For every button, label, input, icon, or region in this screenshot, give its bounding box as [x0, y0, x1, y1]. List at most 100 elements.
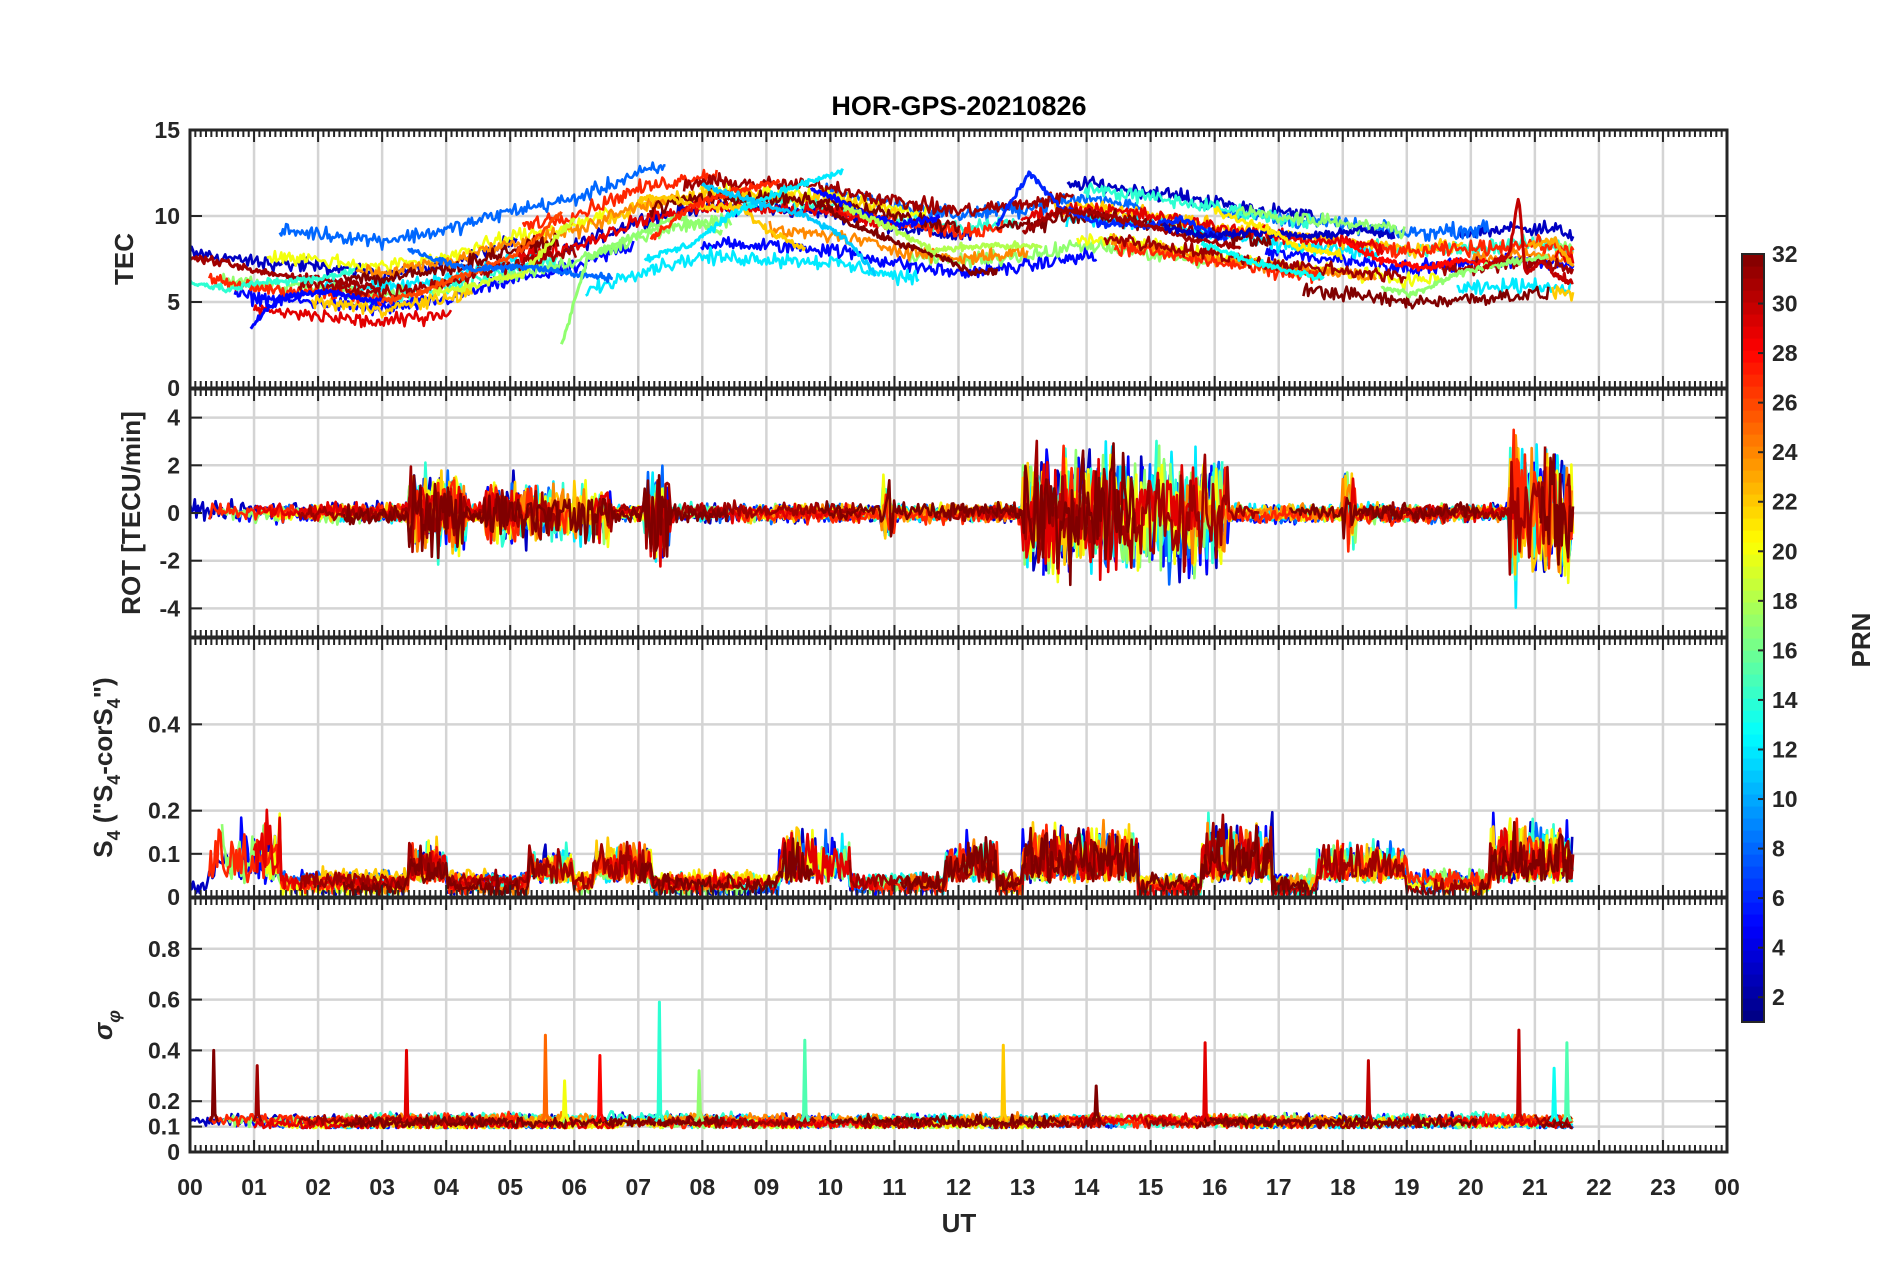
colorbar-swatch — [1742, 254, 1764, 267]
colorbar-swatch — [1742, 902, 1764, 915]
colorbar-tick-15: 32 — [1772, 241, 1798, 267]
panel-tec-series-15-prn-31 — [1021, 206, 1242, 250]
panel-tec-series-10-prn-11 — [701, 182, 877, 277]
panel-s4-series-prn-32 — [342, 844, 536, 897]
panel-tec-series-2-prn-14 — [190, 267, 356, 294]
panel-sigma-spike-7 — [693, 1069, 705, 1123]
panel-tec-series-prn-32 — [1302, 282, 1550, 310]
panel-rot-ytick-4: 4 — [167, 405, 180, 431]
colorbar-swatch — [1742, 494, 1764, 507]
panel-tec-series-20-prn-17 — [1380, 253, 1550, 299]
panel-tec-series-prn-3 — [190, 235, 518, 282]
x-tick-5: 05 — [497, 1174, 523, 1200]
panel-tec-series-22-prn-23 — [1527, 236, 1575, 268]
x-tick-24: 00 — [1714, 1174, 1740, 1200]
panel-sigma-series-prn-32 — [342, 1114, 725, 1130]
panel-tec-series-prn-17 — [1235, 204, 1406, 240]
colorbar-swatch — [1742, 374, 1764, 387]
colorbar-swatch — [1742, 290, 1764, 303]
panel-rot-series-prn-32 — [342, 474, 730, 560]
colorbar-swatch — [1742, 938, 1764, 951]
panel-s4-ylabel-part: 4 — [104, 830, 124, 840]
colorbar-tick-4: 10 — [1772, 786, 1798, 812]
panel-tec-series-7-prn-22 — [636, 193, 807, 252]
x-tick-6: 06 — [561, 1174, 587, 1200]
x-tick-17: 17 — [1266, 1174, 1292, 1200]
colorbar-swatch — [1742, 854, 1764, 867]
panel-tec-ytick-2: 10 — [154, 203, 180, 229]
panel-sigma-series-prn-31 — [626, 1114, 817, 1130]
panel-tec-series-prn-27 — [1368, 233, 1575, 259]
panel-rot-ytick-3: 2 — [167, 452, 180, 478]
panel-tec-ylabel: TEC — [109, 233, 139, 285]
x-tick-9: 09 — [754, 1174, 780, 1200]
colorbar-tick-11: 24 — [1772, 439, 1798, 465]
colorbar-label: PRN — [1846, 613, 1876, 668]
panel-tec-series-prn-24 — [768, 220, 1029, 266]
panel-rot: -4 -2 0 2 4 ROT [TECU/min] — [116, 387, 1729, 639]
colorbar-swatch — [1742, 734, 1764, 747]
colorbar-swatch — [1742, 782, 1764, 795]
panel-tec-series-1-prn-5 — [249, 288, 396, 330]
x-tick-19: 19 — [1394, 1174, 1420, 1200]
panel-sigma-spike-9 — [998, 1043, 1009, 1123]
panel-sigma-spike-14 — [1548, 1066, 1560, 1123]
panel-sigma-spike-15 — [1561, 1041, 1573, 1123]
panel-sigma-spike-4 — [559, 1079, 570, 1123]
panel-tec-series-16-prn-3 — [1162, 222, 1396, 241]
x-tick-18: 18 — [1330, 1174, 1356, 1200]
colorbar-swatch — [1742, 974, 1764, 987]
panel-sigma-ticks — [189, 898, 1728, 1153]
colorbar-swatch — [1742, 362, 1764, 375]
panel-tec-ytick-0: 0 — [167, 375, 180, 401]
panel-tec-series-6-prn-17 — [560, 213, 723, 345]
panel-s4-ytick-3: 0.4 — [148, 711, 180, 737]
x-tick-23: 23 — [1650, 1174, 1676, 1200]
panel-tec-series-21-prn-30 — [1482, 197, 1574, 285]
panel-tec-ticks — [189, 129, 1728, 389]
panel-s4-ytick-2: 0.2 — [148, 798, 180, 824]
colorbar-tick-10: 22 — [1772, 489, 1798, 515]
colorbar-swatch — [1742, 422, 1764, 435]
panel-sigma-spike-1 — [252, 1064, 263, 1123]
panel-rot-ylabel: ROT [TECU/min] — [116, 411, 146, 615]
panel-sigma-ytick-5: 0.8 — [148, 936, 180, 962]
colorbar-swatch — [1742, 722, 1764, 735]
panel-tec-series-prn-22 — [310, 286, 474, 319]
chart-title: HOR-GPS-20210826 — [831, 91, 1086, 121]
colorbar-swatch — [1742, 638, 1764, 651]
x-tick-15: 15 — [1138, 1174, 1164, 1200]
panel-s4-ylabel: S4 ("S4-corS4") — [88, 677, 124, 857]
panel-tec-series-9-prn-12 — [643, 168, 845, 263]
panel-s4-ylabel-part: 4 — [104, 698, 124, 708]
panel-sigma-ylabel-part: φ — [104, 1010, 124, 1023]
colorbar-swatch — [1742, 698, 1764, 711]
colorbar-swatch — [1742, 602, 1764, 615]
panel-s4-ylabel-part: S — [88, 840, 118, 857]
x-tick-21: 21 — [1522, 1174, 1548, 1200]
panel-s4-series-prn-32 — [637, 837, 815, 897]
panel-s4-ylabel-part: ") — [88, 677, 118, 698]
panel-s4-ylabel-part: ("S — [88, 785, 118, 831]
colorbar-swatch — [1742, 746, 1764, 759]
panel-tec-series-13-prn-18 — [842, 203, 1043, 256]
x-tick-1: 01 — [241, 1174, 267, 1200]
colorbar-swatch — [1742, 566, 1764, 579]
x-tick-7: 07 — [625, 1174, 651, 1200]
x-tick-22: 22 — [1586, 1174, 1612, 1200]
colorbar-swatch — [1742, 818, 1764, 831]
panel-tec-ytick-3: 15 — [154, 117, 180, 143]
panel-sigma-ytick-4: 0.6 — [148, 987, 180, 1013]
colorbar-swatch — [1742, 710, 1764, 723]
panel-rot-ytick-1: -2 — [160, 548, 180, 574]
colorbar-tick-14: 30 — [1772, 291, 1798, 317]
x-axis: 00 01 02 03 04 05 06 07 08 09 10 11 12 13 14 15 16 17 18 19… — [177, 1174, 1740, 1200]
colorbar-swatch — [1742, 890, 1764, 903]
x-tick-12: 12 — [946, 1174, 972, 1200]
panel-sigma-series-prn-24 — [667, 1110, 880, 1127]
panel-tec-series-prn-29 — [252, 304, 453, 329]
colorbar-swatch — [1742, 794, 1764, 807]
